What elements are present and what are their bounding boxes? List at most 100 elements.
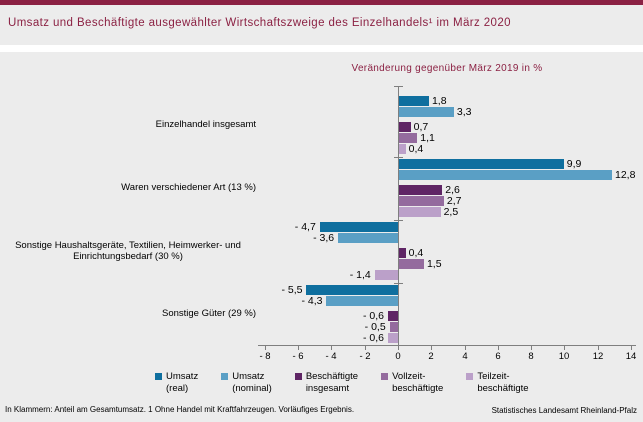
legend-label: Umsatz (real) (166, 371, 199, 394)
bar-teilzeitbesch-ftigte (374, 270, 398, 280)
legend-label: Beschäftigte insgesamt (305, 371, 359, 394)
legend-item: Umsatz (nominal) (221, 371, 272, 394)
x-axis-tick (498, 346, 499, 350)
bar-value-label: - 1,4 (349, 269, 371, 281)
category-label-line: Waren verschiedener Art (13 %) (121, 182, 256, 194)
legend-marker-umsatz-nominal (221, 373, 229, 380)
bar-value-label: - 3,6 (313, 232, 335, 244)
bar-vollzeitbesch-ftigte (389, 322, 398, 332)
bar-value-label: - 5,5 (281, 284, 303, 296)
bar-value-label: - 4,3 (301, 295, 323, 307)
category-boundary-tick (394, 283, 403, 284)
x-axis-tick-label: - 4 (325, 351, 337, 362)
category-label-line: Sonstige Güter (29 %) (162, 308, 256, 320)
bar-value-label: 2,6 (445, 184, 460, 196)
legend-marker-umsatz-real (155, 373, 162, 380)
bar-vollzeitbesch-ftigte (399, 133, 418, 143)
bar-umsatz-real (399, 96, 429, 106)
x-axis-tick-label: 10 (558, 351, 570, 362)
category-label: Sonstige Güter (29 %) (0, 285, 256, 343)
bar-value-label: 2,5 (443, 206, 459, 218)
category-boundary-tick (394, 157, 403, 158)
bar-teilzeitbesch-ftigte (399, 144, 406, 154)
bar-vollzeitbesch-ftigte (399, 259, 424, 269)
bar-value-label: 9,9 (566, 158, 582, 170)
x-axis-tick-label: 0 (395, 351, 401, 362)
legend-item: Vollzeit-beschäftigte (381, 371, 443, 394)
legend-item: Teilzeit-beschäftigte (466, 371, 529, 394)
bar-besch-ftigte-insgesamt (399, 122, 411, 132)
bar-umsatz-nominal (399, 107, 454, 117)
category-label-line: Sonstige Haushaltsgeräte, Textilien, Hei… (15, 239, 241, 251)
bar-value-label: 2,7 (446, 195, 462, 207)
x-axis-tick (298, 346, 299, 350)
legend-item: Umsatz (real) (155, 371, 198, 394)
bar-value-label: - 0,6 (363, 332, 385, 344)
bar-value-label: - 0,6 (363, 310, 385, 322)
legend-item: Beschäftigte insgesamt (294, 371, 359, 394)
x-axis-tick (398, 346, 399, 350)
category-label: Waren verschiedener Art (13 %) (0, 159, 256, 217)
category-boundary-tick (394, 220, 403, 221)
x-axis-tick-label: - 8 (259, 351, 271, 362)
chart-subtitle: Veränderung gegenüber März 2019 in % (351, 63, 543, 74)
bar-umsatz-nominal (338, 233, 398, 243)
x-axis-tick (598, 346, 599, 350)
chart-footnote: In Klammern: Anteil am Gesamtumsatz. 1 O… (5, 405, 355, 414)
bar-value-label: 0,4 (408, 247, 424, 259)
legend-label: Teilzeit-beschäftigte (477, 371, 529, 394)
bar-besch-ftigte-insgesamt (399, 185, 443, 195)
bar-teilzeitbesch-ftigte (399, 207, 441, 217)
x-axis-tick-label: 8 (528, 351, 534, 362)
x-axis-tick-label: 12 (592, 351, 604, 362)
legend-label: Vollzeit-beschäftigte (392, 371, 444, 394)
bar-umsatz-nominal (326, 296, 398, 306)
source-attribution: Statistisches Landesamt Rheinland-Pfalz (491, 406, 637, 415)
category-label: Sonstige Haushaltsgeräte, Textilien, Hei… (0, 222, 256, 280)
bar-value-label: 12,8 (614, 169, 636, 181)
title-divider (0, 45, 643, 52)
bar-umsatz-real (306, 285, 398, 295)
legend-marker-teilzeitbesch-ftigte (466, 373, 474, 380)
bar-vollzeitbesch-ftigte (399, 196, 444, 206)
x-axis-tick (265, 346, 266, 350)
bar-value-label: - 0,5 (364, 321, 386, 333)
category-label-line: Einzelhandel insgesamt (155, 119, 256, 131)
x-axis-tick (564, 346, 565, 350)
chart-legend: Umsatz (real) Umsatz (nominal) Beschäftigte i… (155, 371, 529, 394)
bar-umsatz-real (319, 222, 398, 232)
bar-umsatz-real (399, 159, 564, 169)
x-axis-tick-label: 2 (428, 351, 434, 362)
bar-value-label: 1,8 (431, 95, 447, 107)
category-label: Einzelhandel insgesamt (0, 96, 256, 154)
top-accent-bar (0, 0, 643, 5)
bar-besch-ftigte-insgesamt (388, 311, 398, 321)
x-axis-tick (531, 346, 532, 350)
legend-marker-vollzeitbesch-ftigte (381, 373, 389, 380)
x-axis-tick (431, 346, 432, 350)
category-label-line: Einrichtungsbedarf (30 %) (73, 251, 183, 262)
category-boundary-tick (394, 86, 403, 87)
x-axis-tick (631, 346, 632, 350)
bar-value-label: 3,3 (456, 106, 472, 118)
bar-besch-ftigte-insgesamt (399, 248, 406, 258)
zero-axis-line (398, 86, 399, 345)
page-title: Umsatz und Beschäftigte ausgewählter Wir… (8, 17, 511, 29)
x-axis-tick-label: 6 (495, 351, 501, 362)
x-axis-tick-label: - 2 (359, 351, 371, 362)
bar-value-label: 0,7 (413, 121, 429, 133)
x-axis-tick-label: 4 (462, 351, 468, 362)
legend-marker-besch-ftigte-insgesamt (294, 373, 302, 380)
x-axis-tick (331, 346, 332, 350)
x-axis-tick-label: - 6 (292, 351, 304, 362)
bar-value-label: 1,5 (426, 258, 442, 270)
bar-value-label: 0,4 (408, 143, 424, 155)
x-axis-tick-label: 14 (625, 351, 637, 362)
x-axis-tick (465, 346, 466, 350)
x-axis-tick (365, 346, 366, 350)
bar-teilzeitbesch-ftigte (388, 333, 398, 343)
x-axis-line (258, 345, 636, 346)
bar-umsatz-nominal (399, 170, 612, 180)
